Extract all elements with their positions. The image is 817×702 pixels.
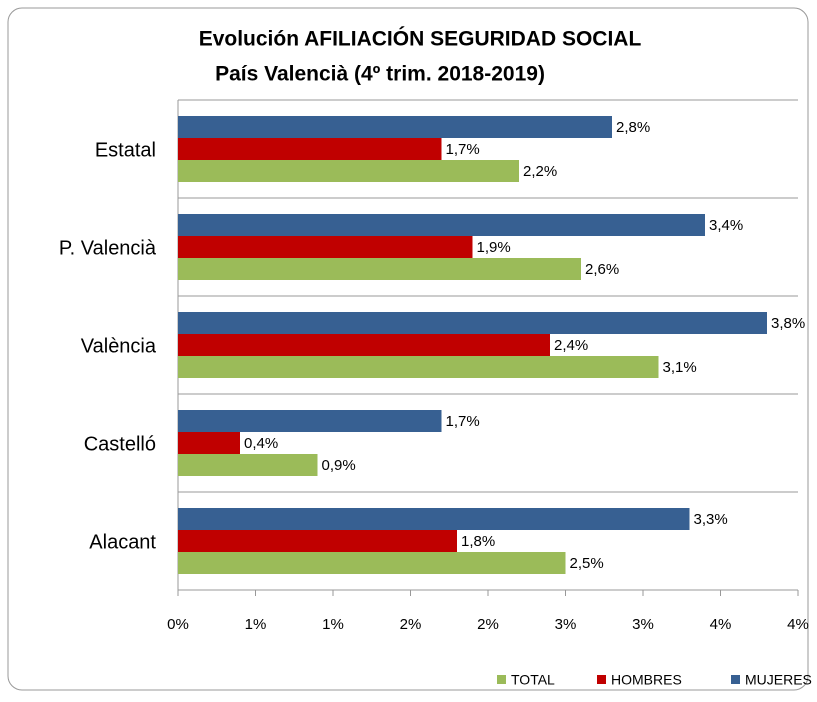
- bar: [178, 312, 767, 334]
- bar: [178, 432, 240, 454]
- value-label: 3,8%: [771, 315, 805, 332]
- y-tick-label: Alacant: [89, 531, 156, 553]
- bar: [178, 160, 519, 182]
- bar: [178, 356, 659, 378]
- legend-label: HOMBRES: [611, 672, 682, 688]
- value-label: 1,9%: [477, 239, 511, 256]
- y-tick-label: Castelló: [84, 433, 156, 455]
- legend-swatch: [497, 675, 506, 684]
- x-tick-label: 4%: [710, 616, 732, 633]
- legend-label: TOTAL: [511, 672, 555, 688]
- bar: [178, 334, 550, 356]
- x-tick-label: 1%: [245, 616, 267, 633]
- x-tick-label: 2%: [400, 616, 422, 633]
- value-label: 3,3%: [694, 511, 728, 528]
- legend-label: MUJERES: [745, 672, 812, 688]
- value-label: 1,8%: [461, 533, 495, 550]
- value-label: 0,9%: [322, 457, 356, 474]
- y-tick-label: València: [81, 335, 157, 357]
- x-tick-label: 0%: [167, 616, 189, 633]
- value-label: 1,7%: [446, 413, 480, 430]
- bar: [178, 454, 318, 476]
- x-tick-label: 2%: [477, 616, 499, 633]
- value-label: 2,8%: [616, 119, 650, 136]
- bar: [178, 530, 457, 552]
- value-label: 3,4%: [709, 217, 743, 234]
- y-tick-label: Estatal: [95, 139, 156, 161]
- bar: [178, 258, 581, 280]
- value-label: 0,4%: [244, 435, 278, 452]
- value-label: 3,1%: [663, 359, 697, 376]
- x-tick-label: 1%: [322, 616, 344, 633]
- bar: [178, 552, 566, 574]
- value-label: 2,4%: [554, 337, 588, 354]
- y-tick-label: P. Valencià: [59, 237, 157, 259]
- x-tick-label: 3%: [555, 616, 577, 633]
- chart-title: Evolución AFILIACIÓN SEGURIDAD SOCIAL: [199, 27, 642, 51]
- bar: [178, 138, 442, 160]
- bar: [178, 116, 612, 138]
- legend-swatch: [597, 675, 606, 684]
- legend-swatch: [731, 675, 740, 684]
- x-tick-label: 3%: [632, 616, 654, 633]
- bar: [178, 236, 473, 258]
- bar: [178, 508, 690, 530]
- bar: [178, 214, 705, 236]
- chart-subtitle: País Valencià (4º trim. 2018-2019): [215, 63, 545, 86]
- value-label: 2,6%: [585, 261, 619, 278]
- x-tick-label: 4%: [787, 616, 809, 633]
- value-label: 2,5%: [570, 555, 604, 572]
- bar: [178, 410, 442, 432]
- value-label: 1,7%: [446, 141, 480, 158]
- value-label: 2,2%: [523, 163, 557, 180]
